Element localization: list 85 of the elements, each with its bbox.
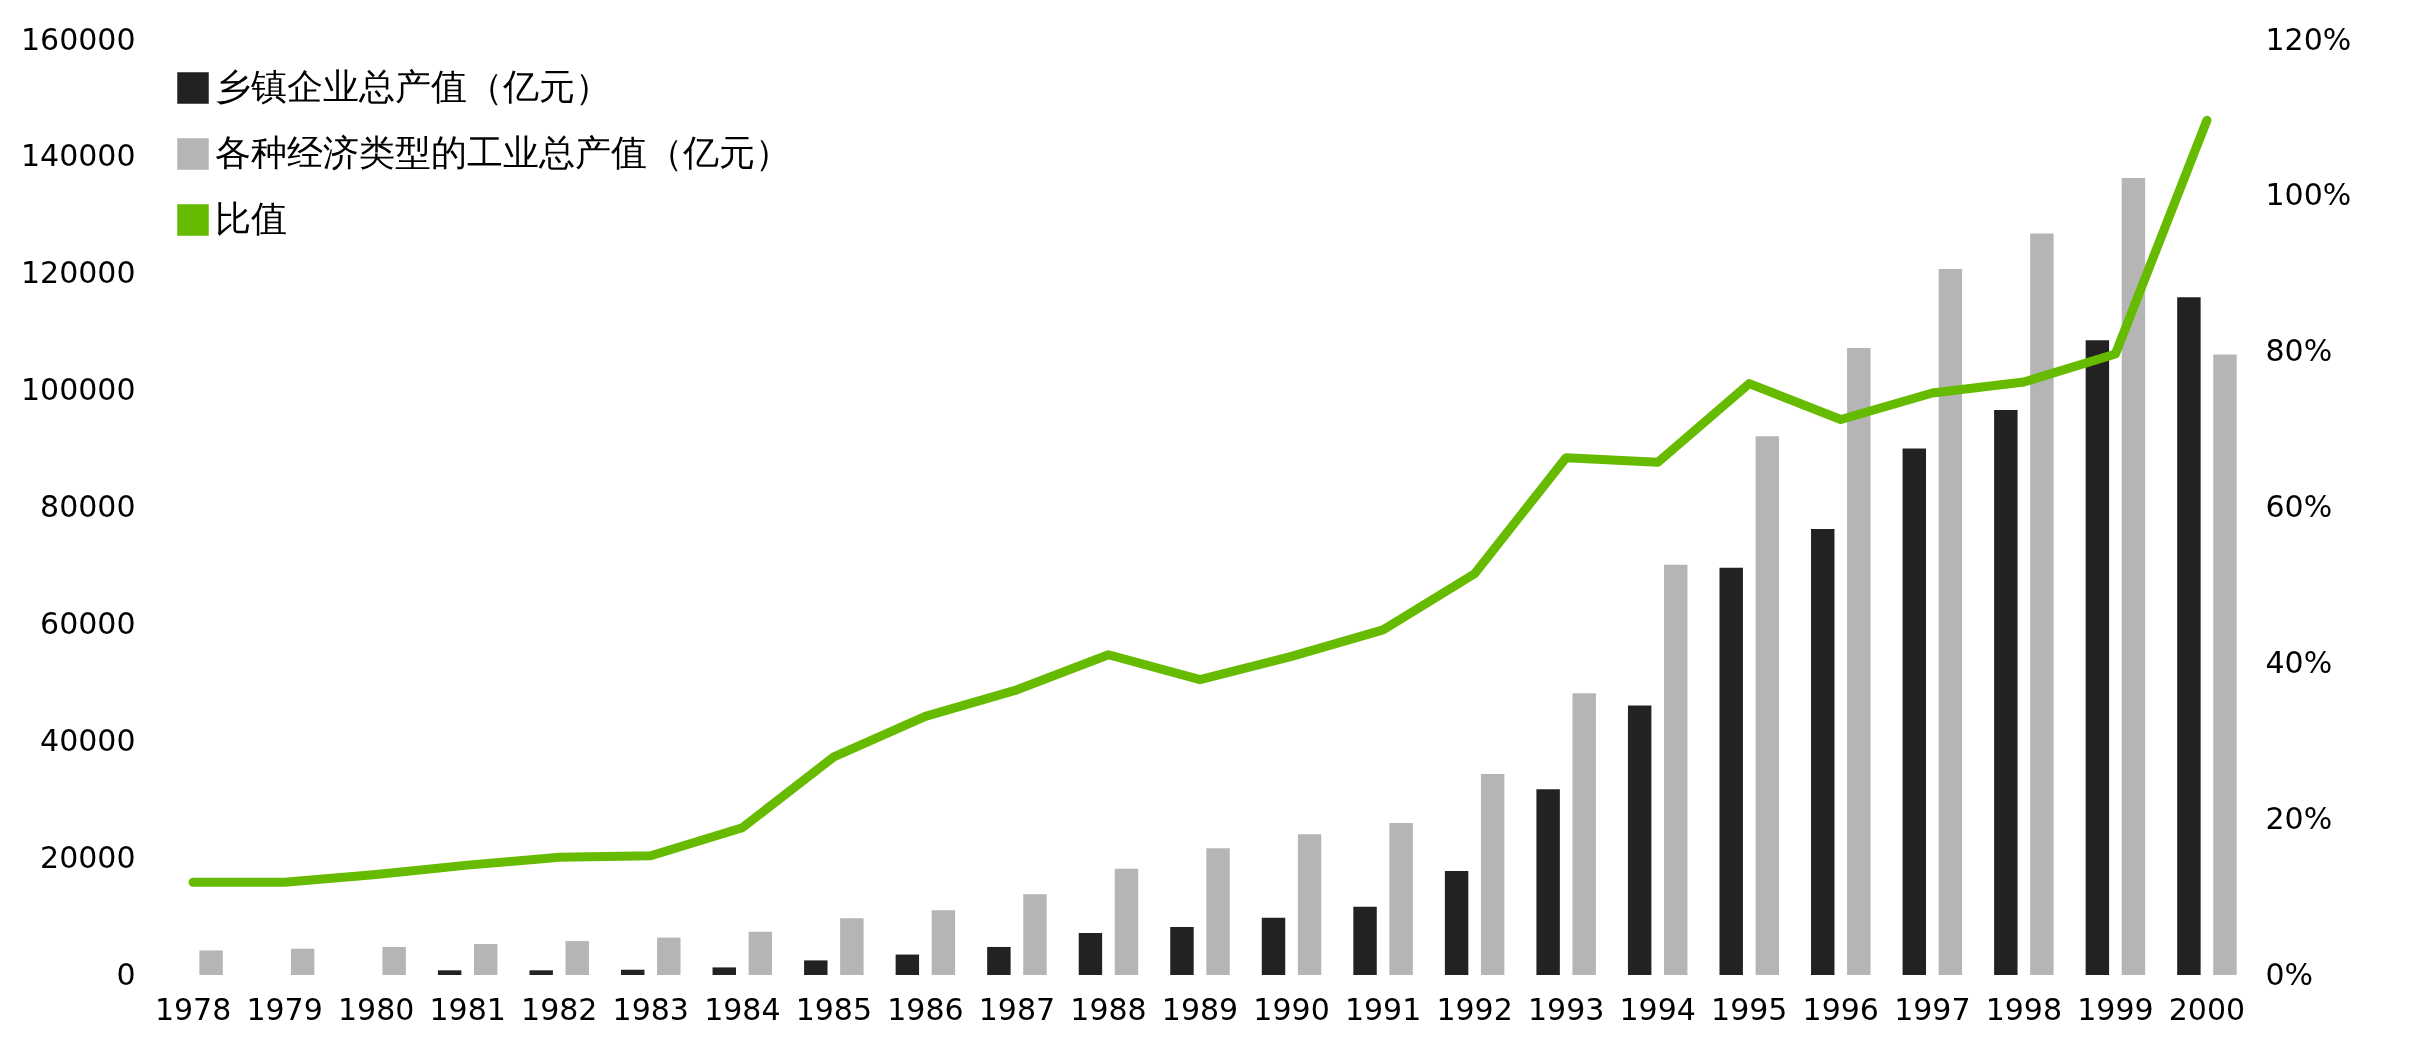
bar [437,970,462,975]
y-tick-label: 100000 [20,372,136,408]
y2-tick-label: 100% [2265,177,2352,213]
x-tick-label: 2000 [2168,991,2246,1027]
bar [1389,823,1413,975]
bar [1114,868,1139,975]
bar [1664,564,1688,975]
bar [1353,906,1377,975]
y2-tick-label: 0% [2265,956,2314,992]
y2-tick-label: 80% [2265,333,2333,369]
bar [987,946,1011,975]
x-tick-label: 1982 [521,991,598,1027]
x-tick-label: 1979 [246,991,323,1027]
bar [1572,693,1596,975]
bar [1994,409,2018,975]
bar [1627,705,1652,975]
bar [1444,870,1469,975]
bar [2085,340,2110,975]
bar [1297,834,1322,975]
x-tick-label: 1986 [887,991,964,1027]
x-tick-label: 1981 [429,991,506,1027]
bar [2121,177,2146,975]
legend-label: 乡镇企业总产值（亿元） [215,66,611,107]
y-tick-label: 40000 [40,722,136,758]
bar [1536,789,1560,975]
y-tick-label: 0 [116,956,136,992]
bar [2213,354,2237,975]
bar [840,918,864,975]
bar [1078,932,1103,975]
y2-tick-label: 60% [2265,489,2333,524]
bar [382,946,406,975]
bar [2177,297,2201,975]
bar [473,944,498,975]
x-tick-label: 1995 [1711,991,1788,1027]
x-tick-label: 1998 [1985,991,2063,1027]
bar [2030,233,2054,975]
bar [290,948,315,975]
bar [1847,347,1871,975]
x-tick-label: 1999 [2077,991,2154,1027]
bar [712,967,736,975]
bar [748,931,773,975]
y-tick-label: 80000 [40,489,136,524]
bar [565,941,589,975]
bar [1938,269,1963,975]
bar [804,960,828,975]
bar [657,937,681,975]
bar [1170,927,1194,975]
x-tick-label: 1980 [337,991,415,1027]
y-tick-label: 120000 [20,255,136,291]
bar [1902,448,1927,975]
bar [1755,436,1779,975]
x-tick-label: 1989 [1161,991,1239,1027]
x-tick-label: 1996 [1802,991,1879,1027]
x-tick-label: 1984 [704,991,781,1027]
y2-tick-label: 120% [2265,21,2352,57]
x-tick-label: 1988 [1070,991,1147,1027]
legend-label: 比值 [215,198,287,239]
bar [895,954,920,975]
x-tick-label: 1994 [1619,991,1696,1027]
bar [1206,848,1230,975]
bar [1261,917,1286,975]
y-tick-label: 140000 [20,138,136,174]
y-tick-label: 20000 [40,839,136,875]
bar [199,950,223,975]
y2-tick-label: 40% [2265,644,2333,680]
x-tick-label: 1990 [1253,991,1330,1027]
bar [529,970,553,975]
bar [931,910,956,975]
x-tick-label: 1993 [1527,991,1605,1027]
x-tick-label: 1991 [1344,991,1422,1027]
bar [1023,894,1047,975]
bar [1811,529,1835,975]
x-tick-label: 1983 [612,991,689,1027]
legend-label: 各种经济类型的工业总产值（亿元） [215,132,791,173]
x-tick-label: 1997 [1894,991,1971,1027]
y-tick-label: 60000 [40,605,136,641]
bar [1480,773,1505,975]
y2-tick-label: 20% [2265,800,2333,836]
bar [621,969,645,975]
x-tick-label: 1978 [154,991,232,1027]
x-tick-label: 1992 [1436,991,1513,1027]
x-tick-label: 1987 [978,991,1056,1027]
y-tick-label: 160000 [20,21,136,57]
x-tick-label: 1985 [795,991,873,1027]
bar [1719,567,1743,975]
